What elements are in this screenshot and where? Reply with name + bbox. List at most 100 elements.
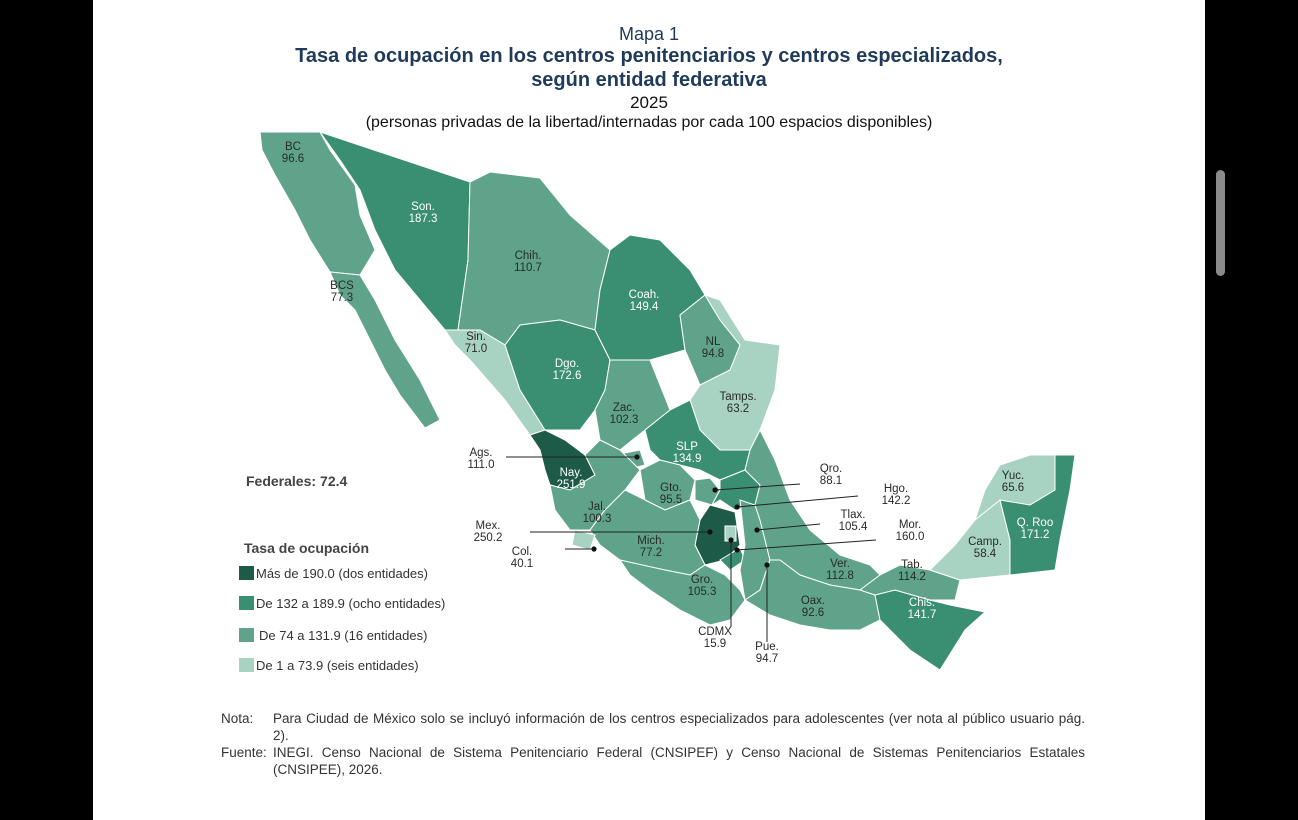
state-value: 94.7	[756, 653, 778, 665]
state-value: 94.8	[702, 348, 724, 360]
state-abbr: Tab.	[901, 559, 923, 571]
state-abbr: Pue.	[755, 641, 779, 653]
legend-swatch	[239, 658, 254, 672]
state-abbr: Camp.	[968, 536, 1002, 548]
state-value: 40.1	[511, 558, 533, 570]
legend-label: Más de 190.0 (dos entidades)	[256, 566, 428, 581]
state-abbr: SLP	[676, 441, 698, 453]
leader-line	[736, 539, 877, 551]
state-region	[929, 489, 1011, 581]
state-value: 149.4	[630, 301, 659, 313]
leader-dot	[707, 529, 713, 535]
state-regions	[259, 131, 1076, 671]
state-abbr: Sin.	[466, 331, 486, 343]
leader-dot	[764, 562, 770, 568]
legend-label: De 132 a 189.9 (ocho entidades)	[256, 596, 445, 611]
state-value: 77.3	[331, 292, 353, 304]
document-page: Mapa 1 Tasa de ocupación en los centros …	[93, 0, 1205, 820]
state-abbr: Tamps.	[719, 391, 756, 403]
federales-label: Federales:	[246, 473, 316, 489]
federales: Federales: 72.4	[246, 473, 348, 489]
state-value: 15.9	[704, 638, 726, 650]
state-value: 134.9	[673, 453, 702, 465]
leader-dot	[591, 546, 597, 552]
state-value: 114.2	[898, 571, 926, 583]
state-abbr: Zac.	[613, 402, 635, 414]
state-abbr: Mor.	[899, 519, 921, 531]
state-abbr: Jal.	[588, 501, 606, 513]
federales-value: 72.4	[320, 473, 347, 489]
state-value: 142.2	[882, 495, 911, 507]
legend-swatch	[239, 566, 254, 580]
legend-swatch	[239, 628, 254, 642]
state-abbr: Ver.	[830, 558, 850, 570]
legend-title: Tasa de ocupación	[244, 540, 369, 556]
state-abbr: Tlax.	[841, 509, 866, 521]
legend-label: De 1 a 73.9 (seis entidades)	[256, 658, 419, 673]
state-abbr: Q. Roo	[1017, 517, 1053, 529]
source-label: Fuente:	[221, 745, 267, 760]
leader-dot	[634, 454, 640, 460]
state-abbr: Ags.	[469, 447, 492, 459]
state-abbr: Gto.	[660, 482, 682, 494]
state-abbr: Hgo.	[884, 483, 908, 495]
state-value: 172.6	[553, 370, 582, 382]
state-abbr: Chih.	[515, 250, 542, 262]
state-region	[329, 271, 441, 429]
leader-dot	[734, 547, 740, 553]
legend-label: De 74 a 131.9 (16 entidades)	[259, 628, 427, 643]
state-abbr: Chis.	[909, 597, 935, 609]
title: según entidad federativa	[531, 69, 767, 91]
state-abbr: NL	[706, 336, 721, 348]
leader-line	[756, 523, 821, 531]
leader-dot	[712, 487, 718, 493]
state-abbr: Gro.	[691, 574, 713, 586]
state-value: 96.6	[282, 153, 304, 165]
leader-line	[714, 483, 801, 491]
title: Tasa de ocupación en los centros peniten…	[295, 45, 1003, 67]
state-region	[571, 529, 596, 551]
state-abbr: BCS	[330, 280, 354, 292]
state-value: 95.5	[660, 494, 682, 506]
state-abbr: CDMX	[698, 626, 732, 638]
leader-line	[736, 495, 859, 508]
state-value: 65.6	[1002, 482, 1024, 494]
year: 2025	[630, 93, 668, 112]
state-abbr: Oax.	[801, 595, 825, 607]
state-value: 187.3	[409, 213, 438, 225]
legend-swatch	[239, 596, 254, 610]
state-region	[999, 454, 1076, 576]
state-value: 141.7	[908, 609, 937, 621]
subtitle: (personas privadas de la libertad/intern…	[365, 114, 933, 131]
state-value: 88.1	[820, 475, 842, 487]
state-value: 160.0	[896, 531, 925, 543]
state-abbr: Mich.	[637, 535, 664, 547]
map-label: Mapa 1	[618, 24, 680, 44]
state-abbr: Col.	[512, 546, 532, 558]
state-value: 171.2	[1021, 529, 1050, 541]
state-abbr: Coah.	[629, 289, 660, 301]
state-abbr: Qro.	[820, 463, 842, 475]
state-value: 111.0	[467, 459, 494, 471]
leader-dot	[754, 527, 760, 533]
state-value: 251.9	[557, 479, 586, 491]
state-value: 102.3	[610, 414, 639, 426]
scrollbar[interactable]	[1216, 170, 1225, 276]
note-label: Nota:	[221, 711, 254, 726]
source-text: INEGI. Censo Nacional de Sistema Peniten…	[273, 745, 1085, 777]
state-abbr: Yuc.	[1002, 470, 1024, 482]
state-abbr: Nay.	[560, 467, 583, 479]
leader-dot	[734, 504, 740, 510]
state-value: 71.0	[465, 343, 487, 355]
state-value: 110.7	[514, 262, 542, 274]
state-value: 105.4	[839, 521, 868, 533]
state-abbr: Dgo.	[555, 358, 579, 370]
state-abbr: Mex.	[476, 520, 501, 532]
state-value: 250.2	[474, 532, 503, 544]
state-value: 100.3	[583, 513, 612, 525]
state-value: 92.6	[802, 607, 824, 619]
state-region	[724, 525, 737, 542]
state-value: 58.4	[974, 548, 997, 560]
